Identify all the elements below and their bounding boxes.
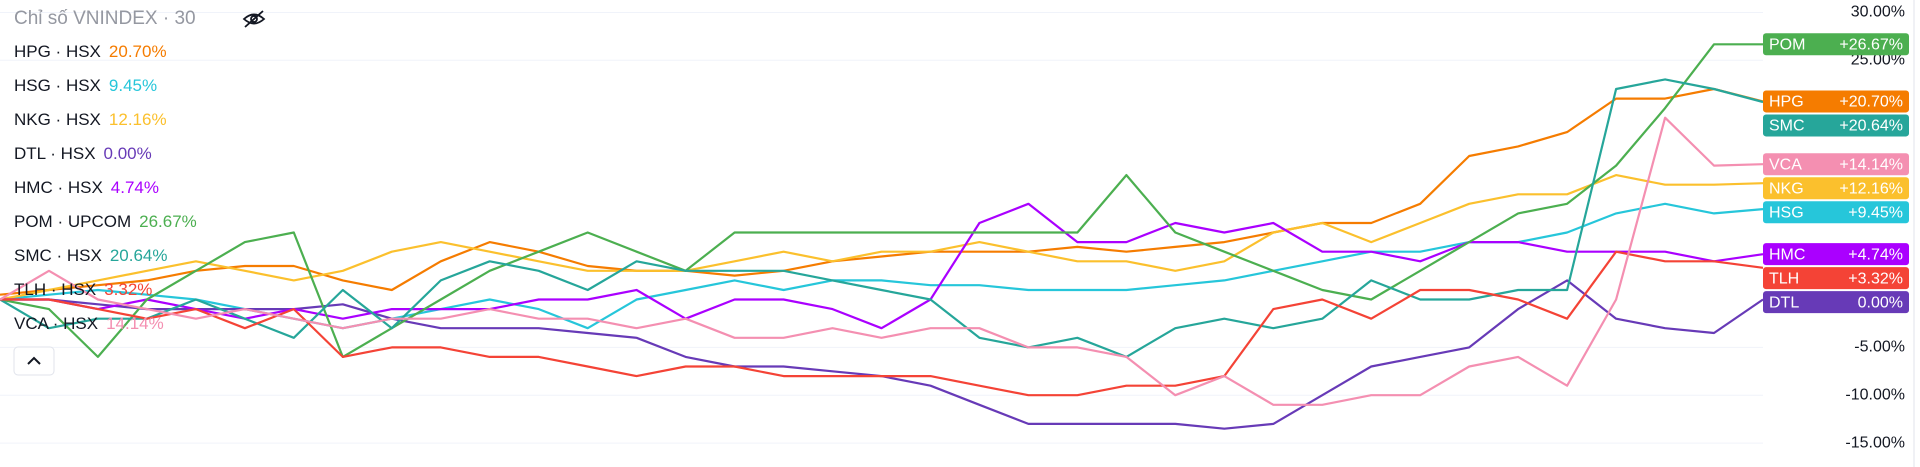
lines [0, 43, 1764, 430]
pill-name: SMC [1769, 118, 1805, 135]
collapse-button[interactable] [13, 346, 55, 376]
pill-name: NKG [1769, 180, 1804, 197]
hide-icon[interactable] [242, 10, 266, 28]
legend: Chỉ số VNINDEX · 30 HPG · HSX 20.70% HSG ·… [13, 8, 266, 376]
series-line [0, 279, 1764, 430]
y-tick-label: -5.00% [1854, 339, 1905, 356]
legend-entry: DTL · HSX 0.00% [14, 144, 152, 163]
legend-entry: POM · UPCOM 26.67% [14, 212, 197, 231]
pill-value: +4.74% [1848, 246, 1903, 263]
pill-value: +9.45% [1848, 204, 1903, 221]
price-pill [1763, 153, 1909, 176]
y-tick-label: 30.00% [1851, 4, 1905, 21]
series-line [0, 116, 1764, 406]
price-pill [1763, 267, 1909, 290]
pill-name: DTL [1769, 294, 1799, 311]
pill-name: HPG [1769, 94, 1804, 111]
legend-name: VCA · HSX [14, 314, 98, 333]
y-tick-label: -15.00% [1845, 434, 1905, 451]
pill-name: TLH [1769, 270, 1799, 287]
pill-name: POM [1769, 37, 1805, 54]
legend-change: 14.14% [106, 314, 164, 333]
legend-entry: NKG · HSX 12.16% [14, 110, 167, 129]
pill-value: 0.00% [1858, 294, 1903, 311]
legend-change: 0.00% [104, 144, 152, 163]
legend-change: 20.70% [109, 42, 167, 61]
series-line [0, 87, 1764, 296]
legend-name: NKG · HSX [14, 110, 101, 129]
pill-name: VCA [1769, 156, 1802, 173]
price-pill [1763, 114, 1909, 137]
series-line [0, 174, 1764, 301]
legend-change: 12.16% [109, 110, 167, 129]
legend-entry: SMC · HSX 20.64% [14, 246, 168, 265]
series-line [0, 78, 1764, 358]
legend-name: HSG · HSX [14, 76, 101, 95]
series-line [0, 43, 1763, 358]
legend-change: 4.74% [111, 178, 159, 197]
price-labels: POM +26.67% HPG +20.70% SMC +20.64% VCA +14.14%… [1763, 33, 1909, 314]
pill-value: +20.64% [1839, 118, 1903, 135]
price-pill [1763, 201, 1909, 224]
grid [0, 11, 1763, 444]
legend-entry: VCA · HSX 14.14% [14, 314, 164, 333]
price-pill [1763, 90, 1909, 113]
y-tick-label: -10.00% [1845, 386, 1905, 403]
series-line [0, 250, 1764, 397]
chart-title: Chỉ số VNINDEX · 30 [14, 8, 196, 29]
legend-name: HMC · HSX [14, 178, 103, 197]
price-pill [1763, 33, 1909, 56]
pill-value: +12.16% [1839, 180, 1903, 197]
pill-name: HMC [1769, 246, 1805, 263]
legend-entry: HSG · HSX 9.45% [14, 76, 157, 95]
pill-value: +3.32% [1848, 270, 1903, 287]
pill-value: +20.70% [1839, 94, 1903, 111]
price-pill [1763, 243, 1909, 266]
y-tick-label: 25.00% [1851, 52, 1905, 69]
legend-change: 9.45% [109, 76, 157, 95]
pill-value: +14.14% [1839, 156, 1903, 173]
pill-name: HSG [1769, 204, 1804, 221]
pill-value: +26.67% [1839, 37, 1903, 54]
legend-entry: TLH · HSX 3.32% [14, 280, 152, 299]
legend-name: SMC · HSX [14, 246, 102, 265]
price-pill [1763, 291, 1909, 314]
y-axis: 30.00% 25.00% -5.00% -10.00% -15.00% [1845, 0, 1915, 467]
legend-change: 20.64% [110, 246, 168, 265]
price-pill [1763, 177, 1909, 200]
legend-entry: HPG · HSX 20.70% [14, 42, 167, 61]
legend-name: HPG · HSX [14, 42, 101, 61]
legend-entry: HMC · HSX 4.74% [14, 178, 159, 197]
legend-name: TLH · HSX [14, 280, 96, 299]
legend-change: 3.32% [104, 280, 152, 299]
legend-name: DTL · HSX [14, 144, 96, 163]
legend-change: 26.67% [139, 212, 197, 231]
legend-name: POM · UPCOM [14, 212, 131, 231]
